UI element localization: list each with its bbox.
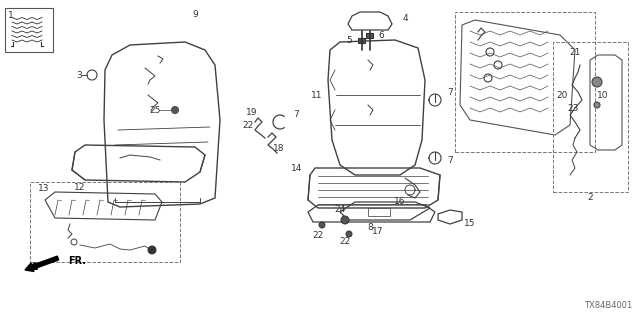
Text: 11: 11 bbox=[311, 91, 323, 100]
Text: 10: 10 bbox=[597, 91, 609, 100]
Circle shape bbox=[87, 70, 97, 80]
Text: 15: 15 bbox=[464, 219, 476, 228]
Text: 20: 20 bbox=[556, 91, 568, 100]
Text: 2: 2 bbox=[587, 194, 593, 203]
Text: 22: 22 bbox=[339, 237, 351, 246]
Bar bbox=[553, 42, 628, 192]
Text: 3: 3 bbox=[76, 70, 82, 79]
Text: 16: 16 bbox=[394, 197, 406, 206]
Text: 12: 12 bbox=[74, 182, 86, 191]
Text: 17: 17 bbox=[372, 228, 384, 236]
FancyArrow shape bbox=[25, 256, 59, 271]
Circle shape bbox=[494, 61, 502, 69]
Text: TX84B4001: TX84B4001 bbox=[584, 301, 632, 310]
Circle shape bbox=[71, 239, 77, 245]
Bar bbox=[455, 12, 595, 152]
Bar bbox=[368, 208, 390, 216]
Text: 18: 18 bbox=[273, 143, 285, 153]
Text: 7: 7 bbox=[447, 87, 453, 97]
Text: FR.: FR. bbox=[68, 256, 86, 266]
Text: 14: 14 bbox=[291, 164, 302, 172]
Bar bbox=[5, 8, 53, 52]
Text: 5: 5 bbox=[346, 36, 352, 44]
Text: 9: 9 bbox=[192, 10, 198, 19]
Text: 21: 21 bbox=[570, 47, 580, 57]
Text: 24: 24 bbox=[334, 205, 346, 214]
Text: 22: 22 bbox=[312, 230, 324, 239]
Bar bbox=[30, 182, 180, 262]
Text: 19: 19 bbox=[246, 108, 258, 116]
Circle shape bbox=[346, 231, 352, 237]
Text: 13: 13 bbox=[38, 183, 49, 193]
Text: 23: 23 bbox=[567, 103, 579, 113]
Circle shape bbox=[594, 102, 600, 108]
Text: 6: 6 bbox=[378, 30, 384, 39]
Bar bbox=[366, 33, 373, 38]
Text: 8: 8 bbox=[367, 223, 373, 233]
Text: 22: 22 bbox=[243, 121, 253, 130]
Text: 1: 1 bbox=[8, 11, 13, 20]
Circle shape bbox=[319, 222, 325, 228]
Circle shape bbox=[341, 216, 349, 224]
Text: 7: 7 bbox=[293, 109, 299, 118]
Circle shape bbox=[172, 107, 179, 114]
Bar bbox=[358, 38, 365, 43]
Circle shape bbox=[148, 246, 156, 254]
Text: 7: 7 bbox=[447, 156, 453, 164]
Circle shape bbox=[484, 74, 492, 82]
Text: 4: 4 bbox=[402, 13, 408, 22]
Circle shape bbox=[486, 48, 494, 56]
Text: 25: 25 bbox=[149, 106, 161, 115]
Circle shape bbox=[592, 77, 602, 87]
